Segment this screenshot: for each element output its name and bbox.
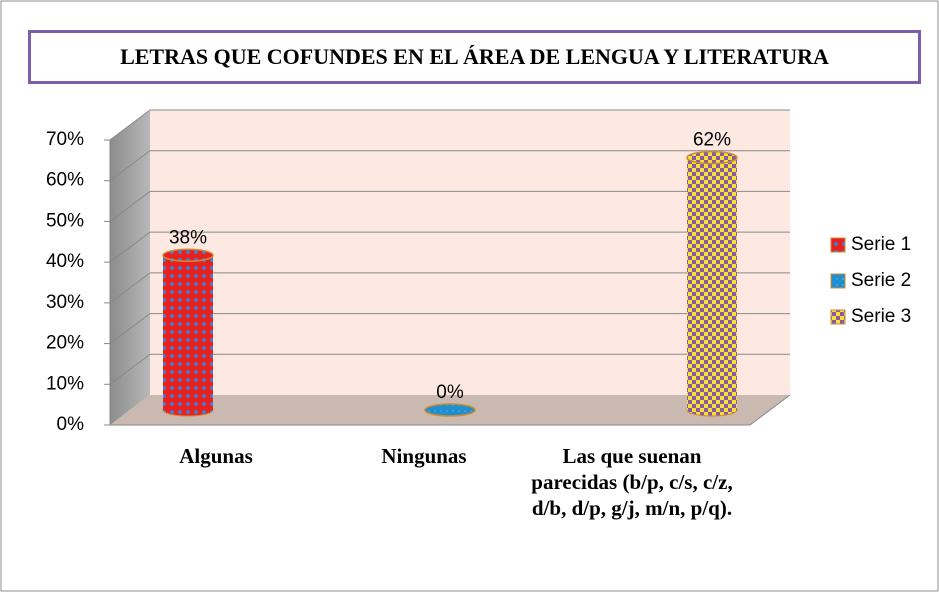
back-wall xyxy=(150,110,790,395)
legend-swatch xyxy=(830,237,846,253)
grid-line-side xyxy=(109,150,151,182)
bar xyxy=(687,157,737,410)
y-tick-label: 70% xyxy=(46,129,84,150)
legend-label: Serie 2 xyxy=(851,270,911,291)
y-tick-label: 50% xyxy=(46,210,84,231)
y-tick-label: 10% xyxy=(46,373,84,394)
side-wall xyxy=(110,110,150,425)
grid-line-side xyxy=(109,272,151,304)
y-tick-label: 0% xyxy=(57,414,85,435)
legend-swatch xyxy=(830,273,846,289)
bar-top xyxy=(424,403,476,417)
bar-top xyxy=(686,150,738,165)
x-tick-label: Las que suenan parecidas (b/p, c/s, c/z,… xyxy=(531,444,733,520)
legend-swatch xyxy=(830,309,846,325)
y-tick-label: 20% xyxy=(46,333,84,354)
bar xyxy=(163,255,213,410)
grid-line-side xyxy=(109,353,151,385)
chart-title: LETRAS QUE COFUNDES EN EL ÁREA DE LENGUA… xyxy=(28,30,921,84)
x-tick-label: Algunas xyxy=(179,444,253,468)
grid-line-side xyxy=(109,313,151,344)
data-label: 0% xyxy=(436,382,464,403)
grid-line-side xyxy=(109,109,151,141)
legend-label: Serie 3 xyxy=(851,306,911,327)
data-label: 62% xyxy=(693,130,731,151)
y-tick-label: 40% xyxy=(46,251,84,272)
y-tick-label: 60% xyxy=(46,170,84,191)
legend-label: Serie 1 xyxy=(851,234,911,255)
x-tick-label: Ningunas xyxy=(381,444,467,468)
grid-line-side xyxy=(109,191,151,222)
bar-top xyxy=(162,248,214,263)
data-label: 38% xyxy=(169,227,207,248)
y-tick-label: 30% xyxy=(46,292,84,313)
grid-line-side xyxy=(109,231,151,263)
floor-edge xyxy=(749,394,791,426)
